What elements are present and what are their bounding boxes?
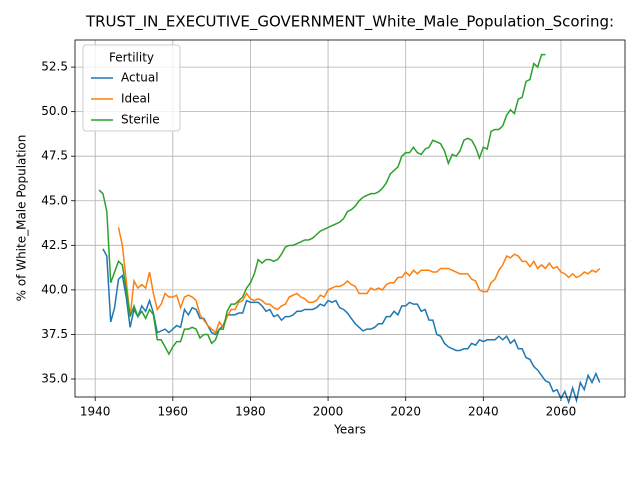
y-tick-label: 45.0 [41, 193, 68, 207]
y-tick-label: 47.5 [41, 149, 68, 163]
x-tick-label: 1960 [158, 405, 189, 419]
y-tick-label: 37.5 [41, 327, 68, 341]
x-tick-label: 1940 [80, 405, 111, 419]
y-tick-label: 50.0 [41, 104, 68, 118]
x-tick-label: 2000 [313, 405, 344, 419]
data-line [117, 227, 601, 334]
y-tick-label: 42.5 [41, 238, 68, 252]
x-tick-label: 2060 [546, 405, 577, 419]
x-axis-label: Years [333, 423, 366, 437]
legend-label: Ideal [121, 92, 150, 106]
y-tick-label: 52.5 [41, 60, 68, 74]
legend: Fertility Actual Ideal Sterile [82, 44, 181, 132]
data-line [102, 248, 601, 405]
legend-label: Actual [121, 71, 159, 85]
y-tick-label: 35.0 [41, 371, 68, 385]
chart-title: TRUST_IN_EXECUTIVE_GOVERNMENT_White_Male… [85, 13, 614, 32]
x-tick-label: 2040 [468, 405, 499, 419]
x-tick-label: 1980 [235, 405, 266, 419]
axes-frame [74, 39, 626, 398]
y-tick-label: 40.0 [41, 282, 68, 296]
legend-label: Sterile [121, 113, 160, 127]
data-line [98, 53, 546, 356]
x-tick-label: 2020 [390, 405, 421, 419]
legend-title: Fertility [109, 51, 154, 65]
legend-box [82, 44, 181, 132]
y-axis-label: % of White_Male Population [15, 135, 29, 302]
